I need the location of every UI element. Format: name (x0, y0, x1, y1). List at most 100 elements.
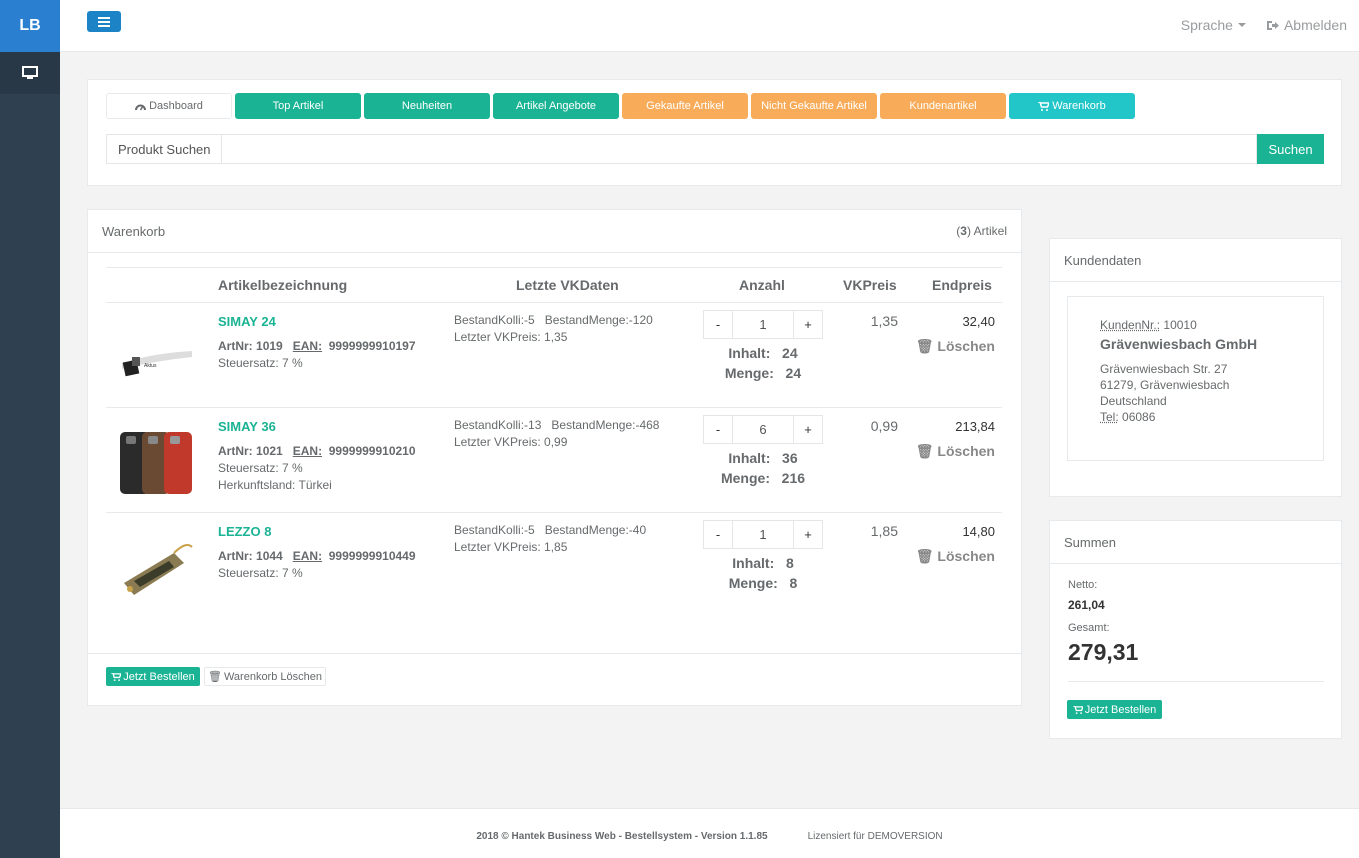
table-header: Artikelbezeichnung Letzte VKDaten Anzahl… (106, 267, 1002, 303)
order-now-button-summary[interactable]: Jetzt Bestellen (1067, 700, 1162, 719)
gekaufte-artikel-button[interactable]: Gekaufte Artikel (622, 93, 748, 119)
delete-label: Löschen (937, 548, 995, 564)
delete-button[interactable]: 🗑 Löschen (906, 443, 995, 460)
menge-label: Menge: (728, 575, 778, 591)
decrement-button[interactable]: - (704, 521, 732, 548)
column-header-qty: Anzahl (739, 277, 785, 293)
unit-price: 0,99 (870, 418, 898, 434)
neuheiten-button[interactable]: Neuheiten (364, 93, 490, 119)
menu-toggle-button[interactable] (87, 11, 121, 32)
increment-button[interactable]: + (794, 311, 822, 338)
unit-price: 1,35 (870, 313, 898, 329)
artnr-label: ArtNr: (218, 444, 253, 458)
search-button[interactable]: Suchen (1257, 134, 1324, 164)
search-bar: Produkt Suchen Suchen (106, 134, 1324, 164)
line-total: 213,84 (955, 419, 995, 434)
delete-button[interactable]: 🗑 Löschen (906, 338, 995, 355)
menge-label: Menge: (724, 365, 774, 381)
decrement-button[interactable]: - (704, 416, 732, 443)
vk-data: BestandKolli:-13 BestandMenge:-468 Letzt… (454, 417, 659, 451)
tax-rate: Steuersatz: 7 % (218, 356, 303, 370)
cart-title: Warenkorb (102, 223, 166, 239)
decrement-button[interactable]: - (704, 311, 732, 338)
quantity-info: Inhalt: 36 Menge: 216 (703, 448, 823, 488)
cart-panel: Warenkorb (3) Artikel Artikelbezeichnung… (87, 209, 1022, 706)
quantity-input[interactable]: 1 (732, 311, 794, 338)
order-now-label: Jetzt Bestellen (1084, 703, 1157, 716)
stock-kolli: BestandKolli:-5 (454, 313, 535, 327)
artnr-label: ArtNr: (218, 549, 253, 563)
last-vk-price: Letzter VKPreis: 1,35 (454, 330, 568, 344)
product-name-link[interactable]: SIMAY 36 (218, 419, 276, 434)
hamburger-icon (98, 16, 110, 27)
last-vk-price: Letzter VKPreis: 1,85 (454, 540, 568, 554)
sidebar-item-desktop[interactable] (0, 52, 60, 94)
line-total: 14,80 (962, 524, 995, 539)
quantity-input[interactable]: 1 (732, 521, 794, 548)
artikel-angebote-button[interactable]: Artikel Angebote (493, 93, 619, 119)
language-dropdown[interactable]: Sprache (1181, 17, 1246, 33)
column-header-price: VKPreis (843, 277, 897, 293)
dashboard-button[interactable]: Dashboard (106, 93, 232, 119)
menge-label: Menge: (720, 470, 770, 486)
sums-panel: Summen Netto: 261,04 Gesamt: 279,31 Jetz… (1049, 520, 1342, 739)
language-label: Sprache (1180, 17, 1233, 33)
gesamt-value: 279,31 (1068, 639, 1139, 665)
quantity-info: Inhalt: 8 Menge: 8 (703, 553, 823, 593)
clear-cart-label: Warenkorb Löschen (223, 670, 322, 683)
product-name-link[interactable]: LEZZO 8 (218, 524, 272, 539)
warenkorb-button[interactable]: Warenkorb (1009, 93, 1135, 119)
customer-title: Kundendaten (1064, 252, 1142, 268)
search-input[interactable] (222, 134, 1257, 164)
sums-header: Summen (1050, 521, 1341, 564)
customer-name: Grävenwiesbach GmbH (1100, 336, 1258, 352)
top-artikel-button[interactable]: Top Artikel (235, 93, 361, 119)
cart-icon (1072, 705, 1083, 714)
ean-value: 9999999910197 (328, 339, 416, 353)
unit-price: 1,85 (870, 523, 898, 539)
delete-button[interactable]: 🗑 Löschen (906, 548, 995, 565)
ean-value: 9999999910449 (328, 549, 416, 563)
stock-menge: BestandMenge:-468 (551, 418, 660, 432)
kundenartikel-button[interactable]: Kundenartikel (880, 93, 1006, 119)
stock-menge: BestandMenge:-120 (544, 313, 653, 327)
tax-rate: Steuersatz: 7 % (218, 461, 303, 475)
product-info: ArtNr: 1019 EAN: 9999999910197 Steuersat… (218, 338, 416, 372)
logout-link[interactable]: Abmelden (1266, 17, 1347, 33)
top-navbar: Sprache Abmelden (60, 0, 1359, 52)
menge-value: 8 (789, 575, 798, 591)
table-row: LEZZO 8 ArtNr: 1044 EAN: 9999999910449 S… (106, 513, 1002, 618)
column-header-total: Endpreis (932, 277, 992, 293)
stock-menge: BestandMenge:-40 (544, 523, 647, 537)
search-label: Produkt Suchen (106, 134, 222, 164)
cart-icon (111, 672, 122, 681)
delete-label: Löschen (937, 338, 995, 354)
product-name-link[interactable]: SIMAY 24 (218, 314, 276, 329)
warenkorb-label: Warenkorb (1052, 100, 1106, 112)
ean-label: EAN: (292, 444, 323, 458)
ean-label: EAN: (292, 339, 323, 353)
customer-address: KundenNr.: 10010 Grävenwiesbach GmbH Grä… (1067, 296, 1324, 461)
clear-cart-button[interactable]: 🗑 Warenkorb Löschen (204, 667, 326, 686)
nicht-gekaufte-artikel-button[interactable]: Nicht Gekaufte Artikel (751, 93, 877, 119)
quantity-input[interactable]: 6 (732, 416, 794, 443)
delete-label: Löschen (937, 443, 995, 459)
order-now-button[interactable]: Jetzt Bestellen (106, 667, 200, 686)
trash-icon: 🗑 (915, 443, 934, 459)
product-image (120, 432, 192, 494)
cart-count-value: 3 (960, 224, 967, 238)
product-image: Aktus (122, 351, 192, 377)
caret-down-icon (1237, 23, 1246, 27)
increment-button[interactable]: + (794, 416, 822, 443)
stock-kolli: BestandKolli:-5 (454, 523, 535, 537)
cart-header: Warenkorb (3) Artikel (88, 210, 1021, 253)
vk-data: BestandKolli:-5 BestandMenge:-40 Letzter… (454, 522, 646, 556)
sign-out-icon (1266, 20, 1279, 30)
increment-button[interactable]: + (794, 521, 822, 548)
inhalt-label: Inhalt: (728, 450, 771, 466)
divider (1068, 681, 1324, 682)
sums-title: Summen (1064, 534, 1117, 550)
app-logo[interactable]: LB (0, 0, 60, 52)
customer-street: Grävenwiesbach Str. 27 (1100, 362, 1228, 376)
customer-panel: Kundendaten KundenNr.: 10010 Grävenwiesb… (1049, 238, 1342, 497)
